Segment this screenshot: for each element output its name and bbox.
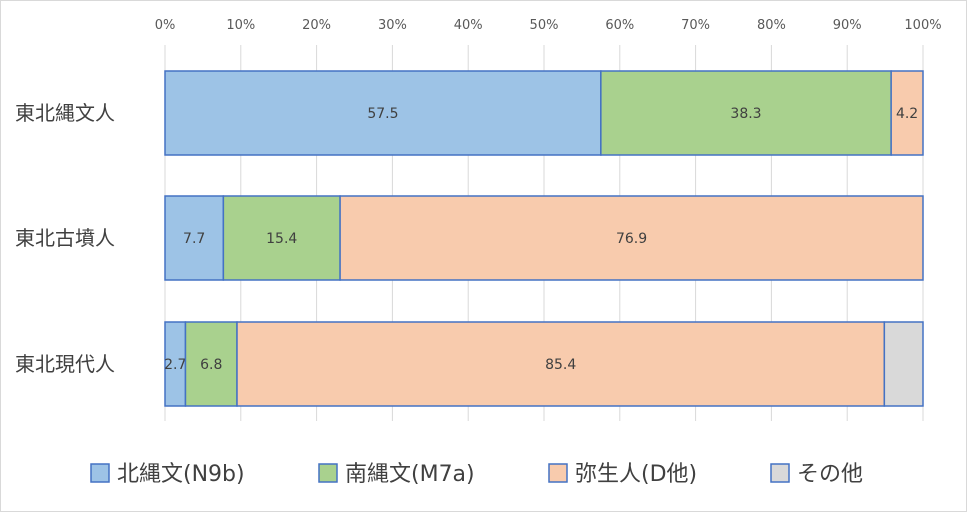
x-tick-label: 100% (904, 18, 941, 33)
category-label: 東北古墳人 (15, 226, 115, 250)
bar-segment (222, 195, 341, 281)
legend-swatch (548, 463, 568, 483)
data-label: 2.7 (164, 357, 186, 373)
legend-swatch (318, 463, 338, 483)
data-label: 38.3 (730, 106, 761, 122)
legend-label: 弥生人(D他) (575, 462, 697, 487)
x-tick-label: 90% (833, 18, 862, 33)
data-label: 7.7 (183, 231, 205, 247)
x-tick-label: 0% (155, 18, 176, 33)
bar-segment (339, 195, 924, 281)
bar-segment (184, 321, 238, 407)
legend-label: その他 (797, 462, 863, 487)
x-axis-tick-labels: 0% 10% 20% 30% 40% 50% 60% 70% 80% 90% 100% (155, 18, 942, 33)
bar-segment (883, 321, 924, 407)
category-label: 東北現代人 (15, 352, 115, 376)
data-label: 76.9 (616, 231, 647, 247)
category-label: 東北縄文人 (15, 101, 115, 125)
data-label: 6.8 (200, 357, 222, 373)
bar-segment (164, 70, 602, 156)
bar-segment (890, 70, 924, 156)
x-tick-label: 50% (530, 18, 559, 33)
x-tick-label: 30% (378, 18, 407, 33)
x-tick-label: 10% (226, 18, 255, 33)
data-label: 57.5 (367, 106, 398, 122)
legend: 北縄文(N9b) 南縄文(M7a) 弥生人(D他) その他 (90, 462, 863, 487)
bars: 57.5 38.3 4.2 7.7 15.4 76.9 2.7 6.8 85.4 (164, 70, 924, 407)
x-tick-label: 40% (454, 18, 483, 33)
x-tick-label: 80% (757, 18, 786, 33)
x-tick-label: 70% (681, 18, 710, 33)
legend-swatch (90, 463, 110, 483)
data-label: 4.2 (896, 106, 918, 122)
bar-segment (600, 70, 892, 156)
legend-label: 南縄文(M7a) (345, 462, 475, 487)
bar-segment (236, 321, 886, 407)
data-label: 15.4 (266, 231, 297, 247)
bar-segment (164, 195, 225, 281)
legend-label: 北縄文(N9b) (117, 462, 245, 487)
legend-swatch (770, 463, 790, 483)
x-tick-label: 20% (302, 18, 331, 33)
data-label: 85.4 (545, 357, 576, 373)
x-tick-label: 60% (605, 18, 634, 33)
